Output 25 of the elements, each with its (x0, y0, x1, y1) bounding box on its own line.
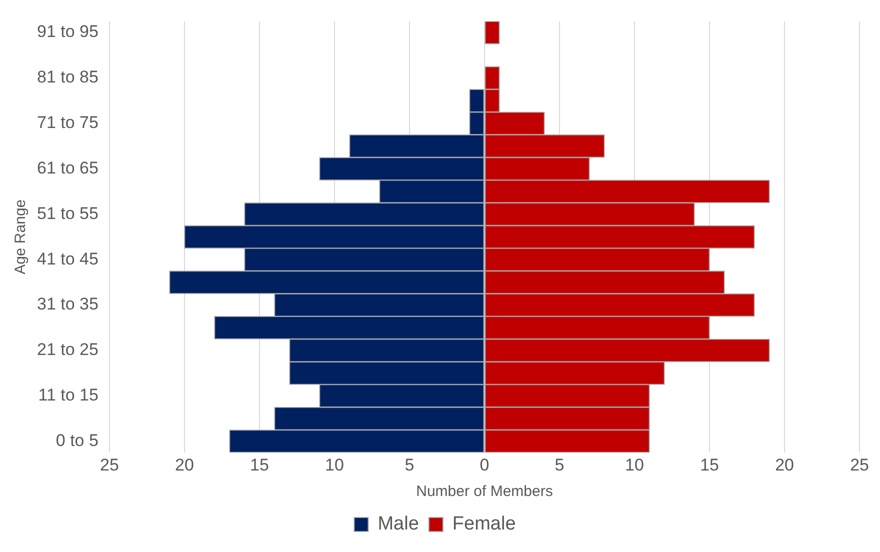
x-tick-label: 5 (404, 455, 414, 474)
x-tick-label: 20 (775, 455, 794, 474)
y-tick-label: 11 to 15 (38, 386, 98, 405)
x-tick-label: 5 (554, 455, 564, 474)
legend-label: Male (378, 514, 419, 535)
x-tick-label: 25 (100, 455, 119, 474)
y-tick-label: 31 to 35 (36, 294, 98, 314)
y-tick-label: 81 to 85 (36, 68, 98, 87)
y-tick-label: 91 to 95 (36, 22, 98, 42)
y-tick-label: 0 to 5 (56, 430, 98, 450)
x-tick-label: 10 (625, 455, 644, 474)
x-tick-label: 15 (700, 455, 719, 474)
x-tick-label: 25 (850, 455, 870, 474)
y-tick-label: 71 to 75 (36, 113, 98, 132)
x-tick-label: 20 (174, 455, 194, 474)
legend-label: Female (452, 514, 516, 535)
x-tick-label: 0 (480, 455, 490, 474)
x-axis-title: Number of Members (416, 483, 553, 500)
y-tick-label: 21 to 25 (36, 340, 98, 360)
y-tick-label: 41 to 45 (36, 249, 98, 268)
x-tick-label: 10 (325, 455, 344, 474)
y-tick-label: 51 to 55 (36, 204, 98, 223)
x-tick-label: 15 (250, 455, 269, 474)
y-axis-title: Age Range (12, 199, 30, 274)
y-tick-label: 61 to 65 (36, 158, 98, 178)
